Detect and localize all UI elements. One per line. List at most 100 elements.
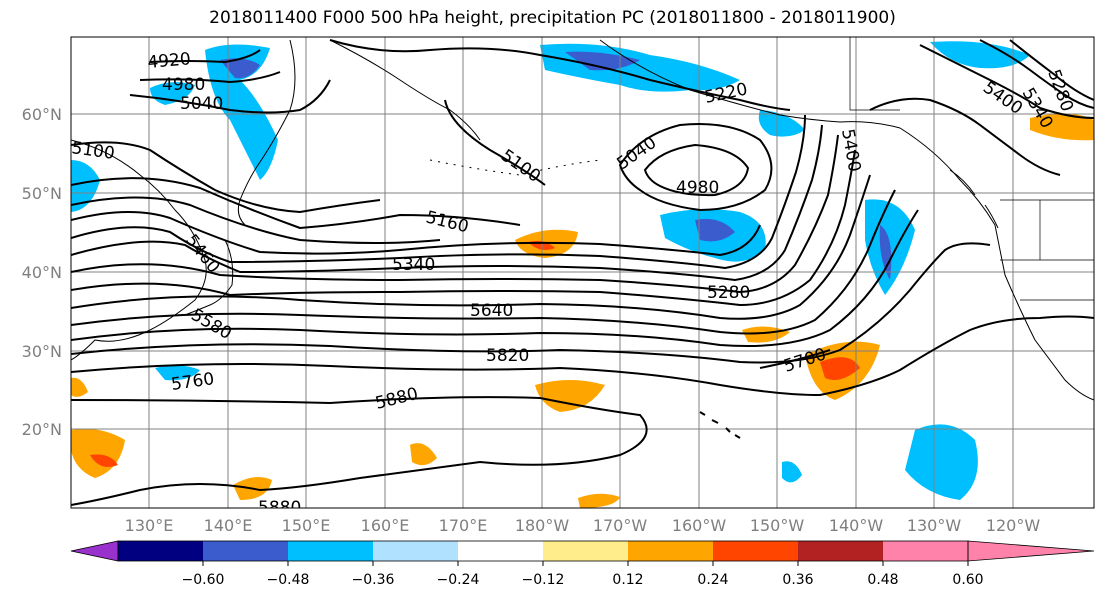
contour-label: 4920 [147,49,192,73]
lon-label: 120°W [986,516,1041,535]
map-title: 2018011400 F000 500 hPa height, precipit… [209,8,896,28]
colorbar-tick-label: 0.36 [782,572,813,588]
contour-5580 [71,149,856,307]
contour-5640 [71,174,871,320]
coast-kamchatka [237,39,296,226]
coast-nw-america [899,127,1094,401]
contour-5880-main [71,315,1094,397]
lat-label: 20°N [22,420,62,439]
lon-label: 150°E [282,516,331,535]
precip-shade-japan-south [155,365,200,381]
precip-shade-pos-bottom2 [578,493,620,508]
contour-5100-northcentral [444,99,546,186]
precip-positive-shading [71,113,1094,508]
contour-5100 [71,141,381,214]
contour-label: 5040 [180,94,223,114]
colorbar-tick-label: −0.12 [522,572,565,588]
colorbar-tick-label: 0.48 [867,572,898,588]
precip-shade-east-pacific-core [879,225,892,280]
precip-shade-pos-west-small [71,377,88,397]
longitude-labels: 130°E 140°E 150°E 160°E 170°E 180°W 170°… [125,516,1041,535]
colorbar-segment [543,541,628,561]
contour-label: 5340 [392,255,435,275]
colorbar-segment [798,541,883,561]
contour-5700 [71,189,896,335]
contour-5460 [71,124,823,282]
colorbar-segment [713,541,798,561]
coast-bc-islands [949,169,999,229]
contour-label: 5280 [707,283,750,303]
contour-4980-nw [139,71,281,84]
lon-label: 140°E [204,516,253,535]
lon-label: 130°W [907,516,962,535]
lat-label: 40°N [22,263,62,282]
contour-5400-east [869,97,1061,176]
precip-shade-low-core [695,218,735,242]
colorbar-ticks [202,561,969,566]
contour-label: 5880 [258,498,301,518]
contour-5280 [71,196,441,244]
colorbar-segment [628,541,713,561]
map-border [70,36,1095,509]
lon-label: 150°W [750,516,805,535]
precip-shade-pos-ne-coast [1030,113,1094,141]
contour-5520 [71,134,839,294]
colorbar-segment [883,541,968,561]
contour-5220-north [329,39,791,111]
lon-label: 170°E [439,516,488,535]
coast-siberia-north [329,39,481,141]
precip-shade-pos-south [535,380,605,412]
contour-label: 5820 [486,346,529,366]
us-borders [849,37,1094,301]
coast-asia [71,139,207,361]
lon-label: 180°W [515,516,570,535]
contour-4980-low [643,143,750,197]
colorbar-segment [288,541,373,561]
lat-label: 30°N [22,342,62,361]
precip-shade-pos-hawaii-core [820,357,860,381]
colorbar: −0.60 −0.48 −0.36 −0.24 −0.12 0.12 0.24 … [70,540,1095,588]
colorbar-tick-label: 0.60 [952,572,983,588]
lat-label: 50°N [22,184,62,203]
precip-shade-pos-southwest-core [90,454,118,468]
precip-shade-pos-south-small [410,443,437,466]
contour-5700-east [759,349,831,369]
precip-shade-aleutian-core [565,51,640,71]
latitude-labels: 60°N 50°N 40°N 30°N 20°N [22,105,62,439]
lat-label: 60°N [22,105,62,124]
contour-4920-nw [149,49,261,64]
contour-5820 [71,242,991,364]
precip-shade-gulf-alaska [758,110,805,137]
colorbar-segment [373,541,458,561]
colorbar-segment [118,541,203,561]
contour-5340 [71,210,761,257]
lon-label: 130°E [125,516,174,535]
colorbar-tick-label: −0.48 [267,572,310,588]
colorbar-tick-label: −0.60 [182,572,225,588]
precip-shade-northeast [930,41,1030,69]
contour-5880-south [71,396,648,506]
colorbar-tick-label: −0.36 [352,572,395,588]
contour-5400-ne [1009,39,1094,101]
contour-5340-east [919,44,1094,119]
lon-label: 170°W [593,516,648,535]
precip-shade-southeast [905,424,978,500]
lon-label: 160°E [361,516,410,535]
contour-label: 4980 [676,178,719,198]
height-contours [71,39,1094,506]
contour-5280-east [979,39,1094,109]
colorbar-tick-label: 0.12 [612,572,643,588]
contour-5400 [71,114,806,270]
contour-5160 [71,177,521,230]
contour-5040-nw [129,79,331,114]
colorbar-tick-label: 0.24 [697,572,728,588]
precip-shade-west-edge [71,160,100,212]
colorbar-extend-right [967,540,1095,562]
precip-shade-south-dot [782,461,802,483]
contour-5040-low [618,123,773,212]
colorbar-extend-left [70,540,119,562]
lon-label: 140°W [829,516,884,535]
contour-label: 4980 [162,75,205,95]
hawaii-islands [699,411,741,439]
